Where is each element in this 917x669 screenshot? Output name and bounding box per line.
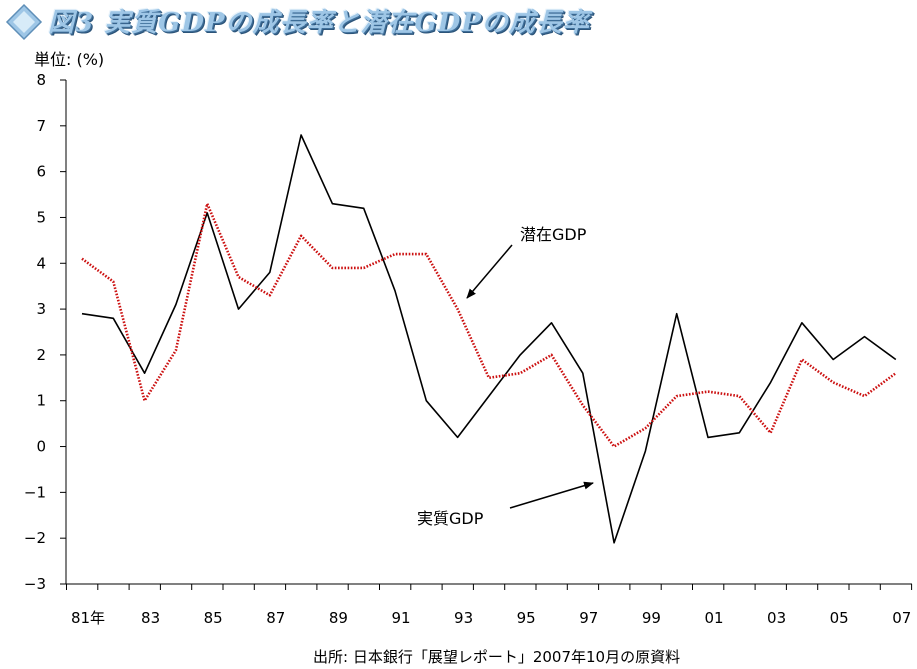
x-tick-label: 89 (329, 609, 348, 627)
diamond-icon (5, 3, 43, 41)
chart-title: 図3 実質GDPの成長率と潜在GDPの成長率 (48, 8, 590, 38)
annotation-arrow-real (509, 481, 594, 509)
series-layer (81, 134, 897, 544)
series-line-real (81, 134, 897, 544)
series-line-potential (81, 202, 897, 448)
y-ticks: 8 7 6 5 4 3 2 1 0 −1 −2 −3 (24, 71, 66, 593)
y-tick-label: 3 (36, 300, 46, 318)
y-tick-label: −3 (24, 575, 46, 593)
x-tick-label: 97 (579, 609, 598, 627)
source-note: 出所: 日本銀行「展望レポート」2007年10月の原資料 (313, 648, 681, 666)
annotation-arrow-potential (466, 244, 513, 299)
title-bar: 図3 実質GDPの成長率と潜在GDPの成長率 (0, 0, 917, 44)
axes (65, 80, 912, 585)
x-tick-label: 81年 (71, 609, 105, 627)
x-tick-label: 07 (892, 609, 911, 627)
annotation-label-potential: 潜在GDP (520, 225, 587, 244)
x-tick-label: 01 (704, 609, 723, 627)
y-tick-label: 8 (36, 71, 46, 89)
y-tick-label: −1 (24, 483, 46, 501)
x-tick-label: 85 (204, 609, 223, 627)
y-tick-label: 6 (36, 163, 46, 181)
y-axis-unit-label: 単位: (%) (34, 50, 105, 69)
y-tick-label: 0 (36, 438, 46, 456)
x-tick-label: 93 (454, 609, 473, 627)
y-tick-label: −2 (24, 529, 46, 547)
y-tick-label: 1 (36, 392, 46, 410)
x-tick-label: 95 (517, 609, 536, 627)
x-ticks: 81年 83 85 87 89 91 93 95 97 99 01 03 05 07 (66, 584, 913, 627)
annotations: 潜在GDP 実質GDP (417, 225, 594, 528)
y-tick-label: 5 (36, 208, 46, 226)
y-tick-label: 4 (36, 254, 46, 272)
x-tick-label: 05 (830, 609, 849, 627)
annotation-label-real: 実質GDP (417, 509, 484, 528)
x-tick-label: 91 (391, 609, 410, 627)
y-tick-label: 2 (36, 346, 46, 364)
x-tick-label: 03 (767, 609, 786, 627)
y-tick-label: 7 (36, 117, 46, 135)
x-tick-label: 83 (141, 609, 160, 627)
x-tick-label: 99 (642, 609, 661, 627)
x-tick-label: 87 (266, 609, 285, 627)
